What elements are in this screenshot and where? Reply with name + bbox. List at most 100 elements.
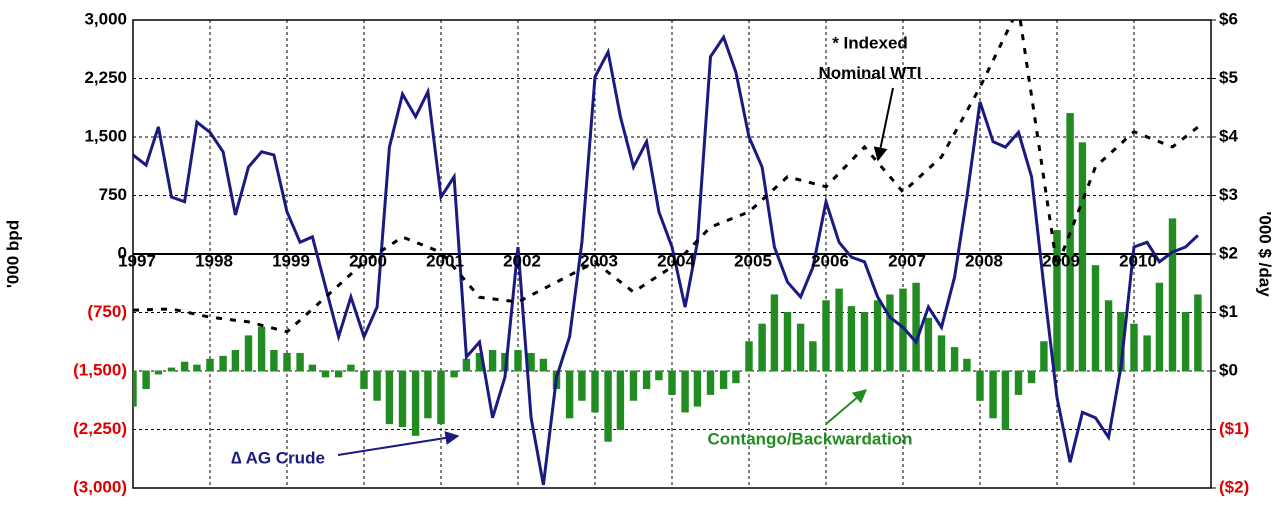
bar bbox=[1001, 370, 1010, 430]
bar bbox=[321, 370, 330, 378]
bar bbox=[334, 370, 343, 378]
bar bbox=[873, 300, 882, 372]
bar bbox=[706, 370, 715, 395]
y-tick-label: 750 bbox=[99, 185, 127, 204]
bar bbox=[1130, 323, 1138, 372]
y-tick-label: 2,250 bbox=[84, 68, 127, 87]
bar bbox=[180, 361, 189, 372]
bar bbox=[437, 370, 445, 425]
y-tick-label: (2,250) bbox=[73, 419, 127, 438]
bar bbox=[822, 300, 830, 372]
bar bbox=[642, 370, 651, 390]
bar bbox=[976, 370, 984, 401]
bar bbox=[758, 323, 766, 372]
bar bbox=[360, 370, 368, 390]
annotation: * Indexed bbox=[832, 33, 908, 52]
labels: 3,000 2,250 1,500 750 0 (750) (1,500) (2,250) (3… bbox=[73, 9, 1249, 496]
bar bbox=[193, 364, 201, 372]
bar bbox=[963, 358, 971, 372]
bar bbox=[693, 370, 702, 407]
y-tick-label: (3,000) bbox=[73, 477, 127, 496]
bar bbox=[1078, 142, 1087, 372]
x-tick-label: 2005 bbox=[734, 251, 772, 270]
bar bbox=[681, 370, 689, 413]
x-tick-label: 2008 bbox=[965, 251, 1003, 270]
dotted-line bbox=[133, 20, 1199, 334]
bar bbox=[411, 370, 420, 436]
x-tick-label: 1997 bbox=[118, 251, 156, 270]
bar bbox=[860, 312, 869, 372]
bar bbox=[539, 358, 548, 372]
bar bbox=[488, 350, 497, 372]
y2-tick-label: $5 bbox=[1219, 68, 1238, 87]
bar bbox=[732, 370, 740, 384]
bar bbox=[655, 370, 663, 381]
bar bbox=[591, 370, 599, 413]
bar bbox=[514, 350, 522, 372]
bar bbox=[1027, 370, 1036, 384]
bar bbox=[565, 370, 574, 419]
bar bbox=[604, 370, 612, 442]
bar bbox=[219, 355, 227, 372]
bar bbox=[629, 370, 638, 401]
bar bbox=[154, 370, 163, 375]
bar bbox=[745, 341, 753, 372]
bar bbox=[578, 370, 586, 401]
bar bbox=[270, 350, 278, 372]
bar bbox=[424, 370, 432, 419]
bar bbox=[1181, 312, 1190, 372]
bar bbox=[283, 352, 291, 372]
y-tick-label: 3,000 bbox=[84, 9, 127, 28]
y-axis-title: '000 bpd bbox=[3, 220, 22, 288]
bar bbox=[835, 288, 843, 372]
bar bbox=[989, 370, 997, 419]
x-tick-label: 1998 bbox=[195, 251, 233, 270]
bar bbox=[1104, 300, 1113, 372]
annotation: Contango/Backwardation bbox=[708, 429, 913, 448]
bar bbox=[950, 347, 959, 372]
bar bbox=[1194, 294, 1202, 372]
bar bbox=[1053, 230, 1061, 372]
bar bbox=[1091, 265, 1100, 372]
bar bbox=[1168, 218, 1177, 372]
y2-tick-label: ($2) bbox=[1219, 477, 1249, 496]
x-tick-label: 2007 bbox=[888, 251, 926, 270]
y-tick-label: (750) bbox=[87, 302, 127, 321]
x-tick-label: 2004 bbox=[657, 251, 695, 270]
bar bbox=[719, 370, 728, 390]
bar bbox=[385, 370, 394, 425]
x-tick-label: 2006 bbox=[811, 251, 849, 270]
bar bbox=[308, 364, 317, 372]
annotation: Nominal WTI bbox=[819, 63, 922, 82]
y2-tick-label: $1 bbox=[1219, 302, 1238, 321]
y-tick-label: 0 bbox=[118, 243, 127, 262]
x-tick-label: 2009 bbox=[1042, 251, 1080, 270]
x-tick-label: 2000 bbox=[349, 251, 387, 270]
bar bbox=[770, 294, 779, 372]
bar bbox=[1143, 335, 1151, 372]
x-tick-label: 2002 bbox=[503, 251, 541, 270]
x-tick-label: 2001 bbox=[426, 251, 464, 270]
bar bbox=[783, 312, 792, 372]
bar bbox=[1155, 282, 1164, 372]
y2-tick-label: $2 bbox=[1219, 243, 1238, 262]
bar bbox=[1014, 370, 1023, 395]
bar bbox=[462, 358, 471, 372]
y2-tick-label: ($1) bbox=[1219, 419, 1249, 438]
bar bbox=[924, 317, 933, 372]
y2-tick-label: $4 bbox=[1219, 126, 1238, 145]
bar bbox=[398, 370, 407, 428]
bar bbox=[937, 335, 946, 372]
bar bbox=[847, 306, 856, 372]
bar bbox=[231, 350, 240, 372]
line bbox=[133, 33, 1199, 486]
bar bbox=[668, 370, 676, 395]
x-tick-label: 2003 bbox=[580, 251, 618, 270]
arrow bbox=[337, 431, 460, 456]
bar bbox=[133, 370, 137, 407]
y2-axis-title: '000 $ /day bbox=[1256, 211, 1275, 297]
arrow bbox=[825, 389, 868, 425]
arrow bbox=[873, 87, 894, 162]
bar bbox=[1040, 341, 1048, 372]
y2-tick-label: $0 bbox=[1219, 360, 1238, 379]
